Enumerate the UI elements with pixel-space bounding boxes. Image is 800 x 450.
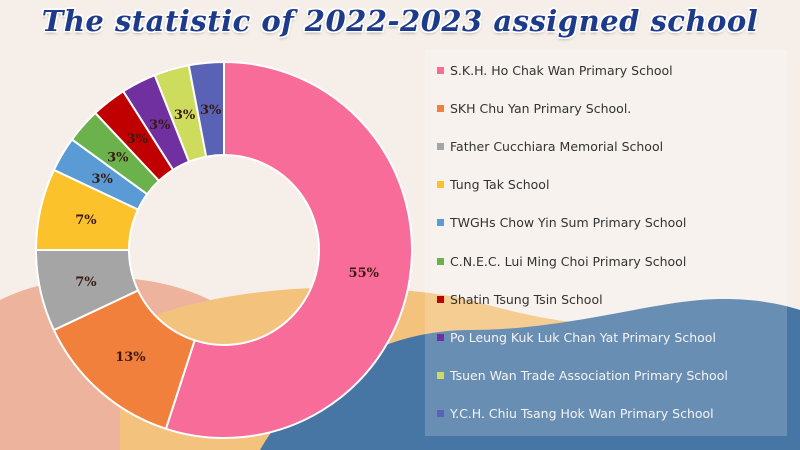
- data-label: 55%: [349, 266, 380, 281]
- donut-slice: [187, 60, 225, 158]
- data-label: 3%: [127, 132, 149, 147]
- legend-label: Y.C.H. Chiu Tsang Hok Wan Primary School: [450, 406, 714, 422]
- legend-label: C.N.E.C. Lui Ming Choi Primary School: [450, 253, 687, 269]
- legend-item: C.N.E.C. Lui Ming Choi Primary School: [437, 251, 686, 271]
- legend-swatch: [437, 257, 444, 265]
- donut-slice: [164, 60, 413, 439]
- legend-item: Tsuen Wan Trade Association Primary Scho…: [437, 366, 728, 386]
- data-label: 7%: [75, 275, 97, 290]
- legend-item: TWGHs Chow Yin Sum Primary School: [437, 213, 686, 233]
- chart-title: The statistic of 2022-2023 assigned scho…: [41, 4, 759, 38]
- legend-item: Y.C.H. Chiu Tsang Hok Wan Primary School: [437, 404, 714, 424]
- data-label: 3%: [200, 103, 222, 118]
- data-label: 3%: [107, 150, 129, 165]
- legend-swatch: [437, 295, 444, 303]
- legend-label: Shatin Tsung Tsin School: [450, 291, 603, 307]
- legend-label: Po Leung Kuk Luk Chan Yat Primary School: [450, 329, 716, 345]
- legend-swatch: [437, 410, 444, 418]
- blue-wave-shape: [260, 299, 800, 450]
- legend-label: SKH Chu Yan Primary School.: [450, 100, 632, 116]
- legend-item: SKH Chu Yan Primary School.: [437, 98, 631, 118]
- legend-swatch: [437, 181, 444, 189]
- legend-item: Father Cucchiara Memorial School: [437, 136, 663, 156]
- legend-swatch: [437, 104, 444, 112]
- legend-label: Tung Tak School: [450, 177, 550, 193]
- legend-item: Shatin Tsung Tsin School: [437, 289, 603, 309]
- legend-item: S.K.H. Ho Chak Wan Primary School: [437, 60, 673, 80]
- legend-swatch: [437, 333, 444, 341]
- legend-swatch: [437, 142, 444, 150]
- legend-item: Tung Tak School: [437, 175, 549, 195]
- legend-label: Father Cucchiara Memorial School: [450, 138, 664, 154]
- data-label: 7%: [75, 213, 97, 228]
- data-label: 3%: [149, 118, 171, 133]
- data-label: 3%: [174, 108, 196, 123]
- data-label: 13%: [115, 350, 146, 365]
- legend-label: S.K.H. Ho Chak Wan Primary School: [450, 62, 673, 78]
- legend-swatch: [437, 219, 444, 227]
- donut-data-labels: 55%13%7%7%3%3%3%3%3% 3%: [75, 103, 379, 365]
- data-label: 3%: [92, 172, 114, 187]
- legend-swatch: [437, 66, 444, 74]
- legend-item: Po Leung Kuk Luk Chan Yat Primary School: [437, 327, 716, 347]
- donut-slices: [34, 60, 413, 439]
- legend-label: TWGHs Chow Yin Sum Primary School: [450, 215, 687, 231]
- legend: S.K.H. Ho Chak Wan Primary School SKH Chu…: [425, 50, 787, 436]
- legend-swatch: [437, 372, 444, 380]
- legend-label: Tsuen Wan Trade Association Primary Scho…: [450, 368, 728, 384]
